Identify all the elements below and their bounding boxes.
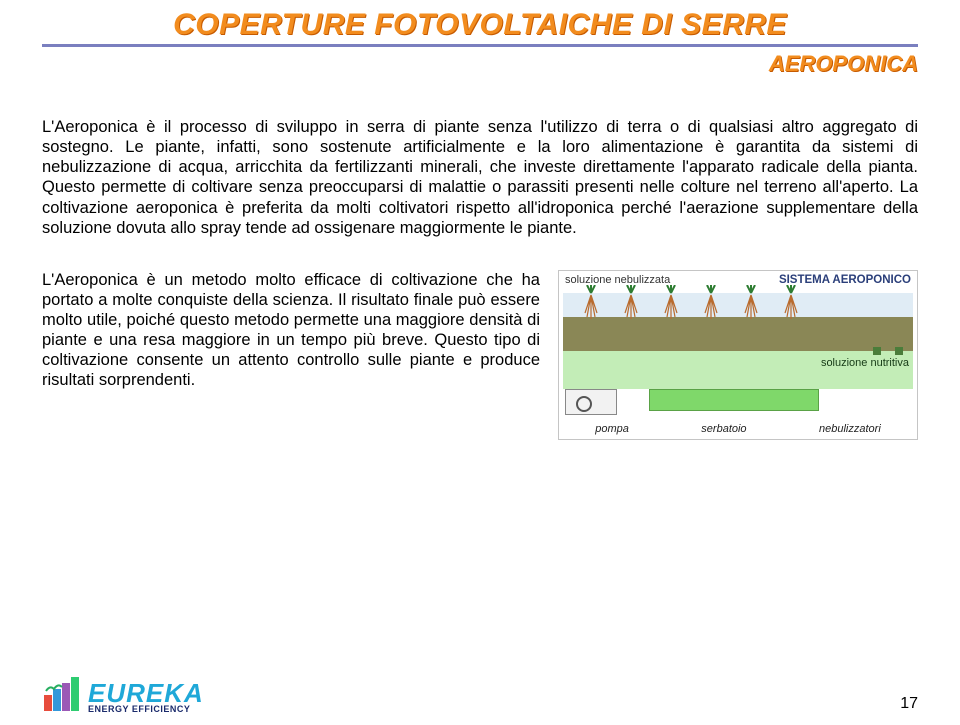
aeroponic-diagram: soluzione nebulizzata SISTEMA AEROPONICO… (558, 270, 918, 440)
diagram-label-tank: serbatoio (701, 423, 746, 435)
diagram-plant (661, 285, 681, 321)
diagram-label-nozzles: nebulizzatori (819, 423, 881, 435)
logo-tagline: ENERGY EFFICIENCY (88, 705, 204, 713)
page-subtitle: AEROPONICA (42, 51, 918, 77)
paragraph-2: L'Aeroponica è un metodo molto efficace … (42, 270, 540, 391)
logo-icon (42, 677, 82, 713)
diagram-pump (565, 389, 617, 415)
diagram-label-pump: pompa (595, 423, 629, 435)
brand-logo: EUREKA ENERGY EFFICIENCY (42, 677, 204, 713)
diagram-plant (701, 285, 721, 321)
diagram-plant (621, 285, 641, 321)
two-column-row: L'Aeroponica è un metodo molto efficace … (42, 270, 918, 440)
diagram-nozzle (873, 347, 881, 355)
paragraph-2-column: L'Aeroponica è un metodo molto efficace … (42, 270, 540, 440)
title-underline (42, 44, 918, 47)
page-title: COPERTURE FOTOVOLTAICHE DI SERRE (42, 8, 918, 42)
diagram-column: soluzione nebulizzata SISTEMA AEROPONICO… (558, 270, 918, 440)
diagram-sky-layer (563, 293, 913, 317)
logo-text: EUREKA ENERGY EFFICIENCY (88, 682, 204, 713)
diagram-label-solution: soluzione nutritiva (821, 357, 909, 369)
diagram-nozzle (895, 347, 903, 355)
paragraph-1: L'Aeroponica è il processo di sviluppo i… (42, 117, 918, 238)
diagram-bottom-labels: pompa serbatoio nebulizzatori (559, 423, 917, 435)
header-block: COPERTURE FOTOVOLTAICHE DI SERRE AEROPON… (42, 0, 918, 77)
content-area: L'Aeroponica è il processo di sviluppo i… (42, 77, 918, 440)
diagram-tank (649, 389, 819, 411)
diagram-plant (581, 285, 601, 321)
diagram-plant (781, 285, 801, 321)
diagram-plant (741, 285, 761, 321)
footer: EUREKA ENERGY EFFICIENCY 17 (42, 677, 918, 713)
logo-brand-name: EUREKA (88, 682, 204, 705)
diagram-soil-layer (563, 317, 913, 351)
page-number: 17 (900, 695, 918, 713)
